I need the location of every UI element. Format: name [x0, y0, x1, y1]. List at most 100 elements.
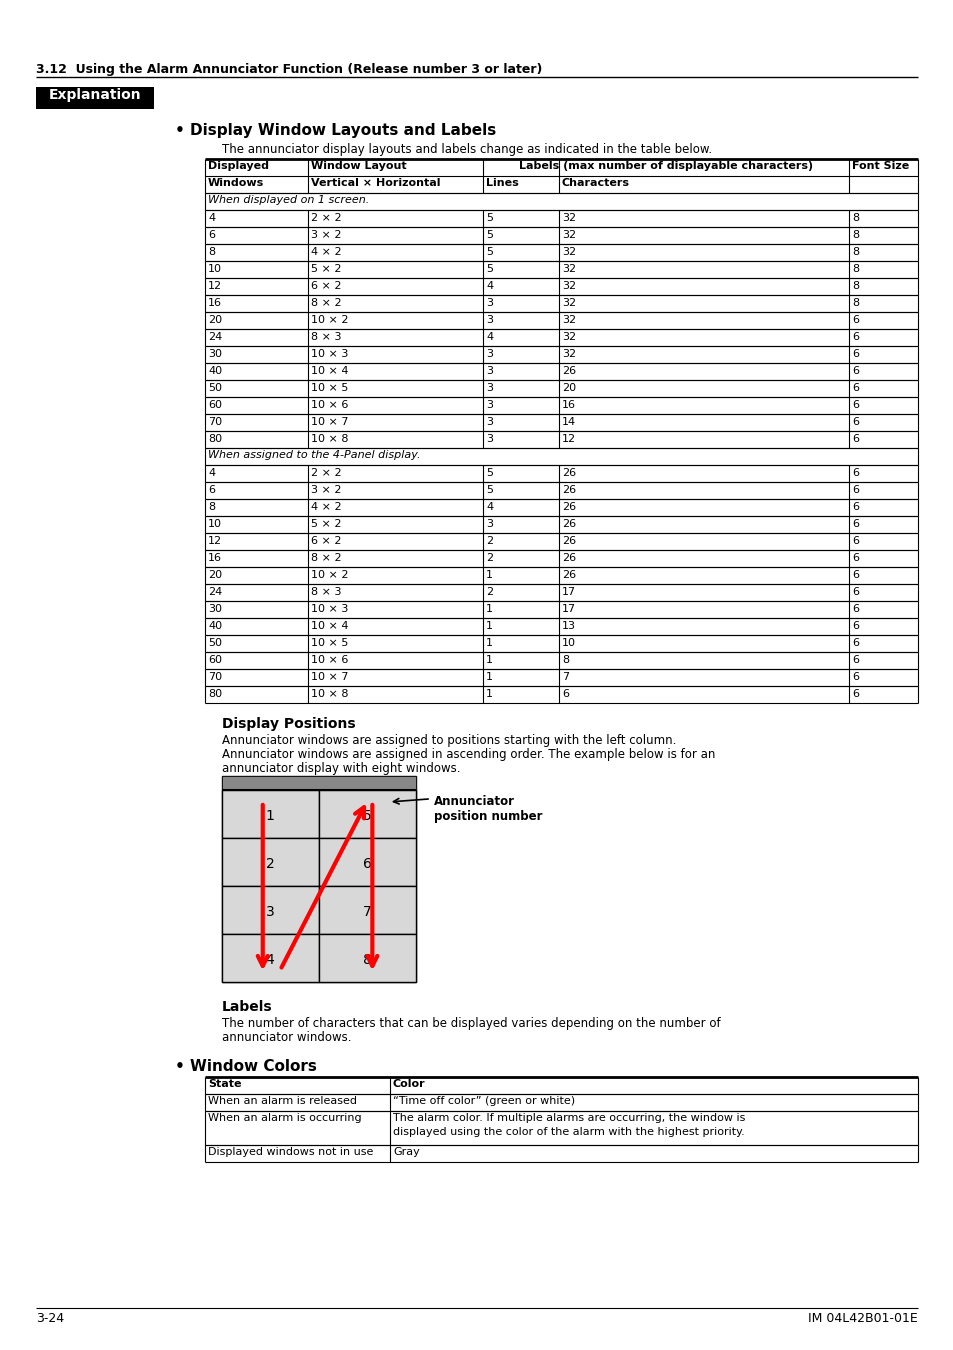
Text: 10: 10	[208, 265, 222, 274]
Text: 32: 32	[561, 230, 576, 240]
Bar	[205, 448, 917, 464]
Bar	[205, 549, 917, 567]
Bar	[205, 159, 917, 193]
Text: 2: 2	[485, 536, 493, 545]
Text: 6: 6	[851, 554, 858, 563]
Text: 26: 26	[561, 502, 576, 512]
Text: 8: 8	[851, 213, 859, 223]
Bar	[205, 464, 917, 482]
Bar	[205, 379, 917, 397]
Text: 6: 6	[851, 485, 858, 495]
Text: 13: 13	[561, 621, 576, 630]
Text: 5: 5	[485, 485, 493, 495]
Text: 24: 24	[208, 332, 222, 342]
Text: The alarm color. If multiple alarms are occurring, the window is: The alarm color. If multiple alarms are …	[393, 1112, 744, 1123]
Text: Annunciator windows are assigned to positions starting with the left column.: Annunciator windows are assigned to posi…	[222, 734, 676, 747]
Text: 6: 6	[851, 468, 858, 478]
Text: 1: 1	[265, 809, 274, 824]
Text: 8: 8	[851, 281, 859, 292]
Text: 10: 10	[561, 639, 576, 648]
Text: 3 × 2: 3 × 2	[311, 485, 341, 495]
Bar	[205, 193, 917, 211]
Text: “Time off color” (green or white): “Time off color” (green or white)	[393, 1096, 575, 1106]
Bar	[205, 533, 917, 549]
Text: 26: 26	[561, 554, 576, 563]
Text: 3: 3	[485, 366, 493, 377]
Bar	[205, 346, 917, 363]
Text: 10 × 4: 10 × 4	[311, 366, 348, 377]
Bar	[205, 296, 917, 312]
Text: 70: 70	[208, 417, 222, 427]
Text: 7: 7	[362, 904, 371, 919]
Text: annunciator windows.: annunciator windows.	[222, 1031, 351, 1044]
Text: 2: 2	[485, 554, 493, 563]
Bar	[205, 261, 917, 278]
Text: 10 × 7: 10 × 7	[311, 672, 348, 682]
Text: 1: 1	[485, 570, 493, 580]
Text: Lines: Lines	[485, 178, 518, 188]
Text: 10 × 5: 10 × 5	[311, 383, 348, 393]
Text: 4: 4	[208, 468, 214, 478]
Text: 6: 6	[851, 433, 858, 444]
Text: Displayed windows not in use: Displayed windows not in use	[208, 1148, 373, 1157]
Text: 2: 2	[485, 587, 493, 597]
Text: 10: 10	[208, 518, 222, 529]
Text: Explanation: Explanation	[49, 88, 141, 103]
Text: 6: 6	[851, 639, 858, 648]
Bar	[222, 886, 318, 934]
Text: Characters: Characters	[561, 178, 629, 188]
Text: 5: 5	[485, 230, 493, 240]
Text: 6: 6	[851, 383, 858, 393]
Bar	[205, 601, 917, 618]
Text: When assigned to the 4-Panel display.: When assigned to the 4-Panel display.	[208, 450, 420, 460]
Text: 32: 32	[561, 247, 576, 256]
Text: 26: 26	[561, 468, 576, 478]
Text: 10 × 5: 10 × 5	[311, 639, 348, 648]
Text: 6: 6	[851, 518, 858, 529]
Text: 8 × 2: 8 × 2	[311, 554, 341, 563]
Text: 6: 6	[851, 536, 858, 545]
Text: 12: 12	[208, 281, 222, 292]
Text: 24: 24	[208, 587, 222, 597]
Text: 16: 16	[561, 400, 576, 410]
Text: 20: 20	[208, 570, 222, 580]
Text: 26: 26	[561, 536, 576, 545]
Text: 5: 5	[485, 468, 493, 478]
Text: 10 × 8: 10 × 8	[311, 433, 348, 444]
Bar	[205, 516, 917, 533]
Text: 26: 26	[561, 366, 576, 377]
Bar	[205, 500, 917, 516]
Text: 3: 3	[485, 417, 493, 427]
Text: 6: 6	[208, 230, 214, 240]
Text: Color: Color	[393, 1079, 425, 1089]
Text: 17: 17	[561, 603, 576, 614]
Text: 8 × 2: 8 × 2	[311, 298, 341, 308]
Text: 32: 32	[561, 332, 576, 342]
Bar	[318, 934, 416, 981]
Text: 17: 17	[561, 587, 576, 597]
Bar	[205, 312, 917, 329]
Text: 26: 26	[561, 518, 576, 529]
Text: 32: 32	[561, 213, 576, 223]
Text: 6: 6	[851, 621, 858, 630]
Bar	[205, 567, 917, 585]
Text: 14: 14	[561, 417, 576, 427]
Text: 50: 50	[208, 383, 222, 393]
Text: 16: 16	[208, 298, 222, 308]
Text: •: •	[174, 123, 185, 138]
Text: 32: 32	[561, 350, 576, 359]
Bar	[222, 790, 318, 838]
Text: Displayed: Displayed	[208, 161, 269, 171]
Text: 6: 6	[561, 688, 568, 699]
Text: 26: 26	[561, 570, 576, 580]
Text: 8: 8	[561, 655, 569, 666]
Bar	[205, 686, 917, 703]
Text: 6: 6	[851, 332, 858, 342]
Text: displayed using the color of the alarm with the highest priority.: displayed using the color of the alarm w…	[393, 1127, 744, 1137]
Text: 3: 3	[485, 518, 493, 529]
Text: 5: 5	[485, 247, 493, 256]
Text: 32: 32	[561, 298, 576, 308]
Text: Annunciator windows are assigned in ascending order. The example below is for an: Annunciator windows are assigned in asce…	[222, 748, 715, 761]
Text: 3: 3	[485, 315, 493, 325]
Text: 3 × 2: 3 × 2	[311, 230, 341, 240]
